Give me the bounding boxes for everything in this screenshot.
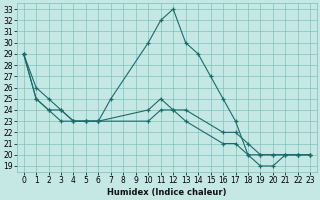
X-axis label: Humidex (Indice chaleur): Humidex (Indice chaleur) [107, 188, 227, 197]
